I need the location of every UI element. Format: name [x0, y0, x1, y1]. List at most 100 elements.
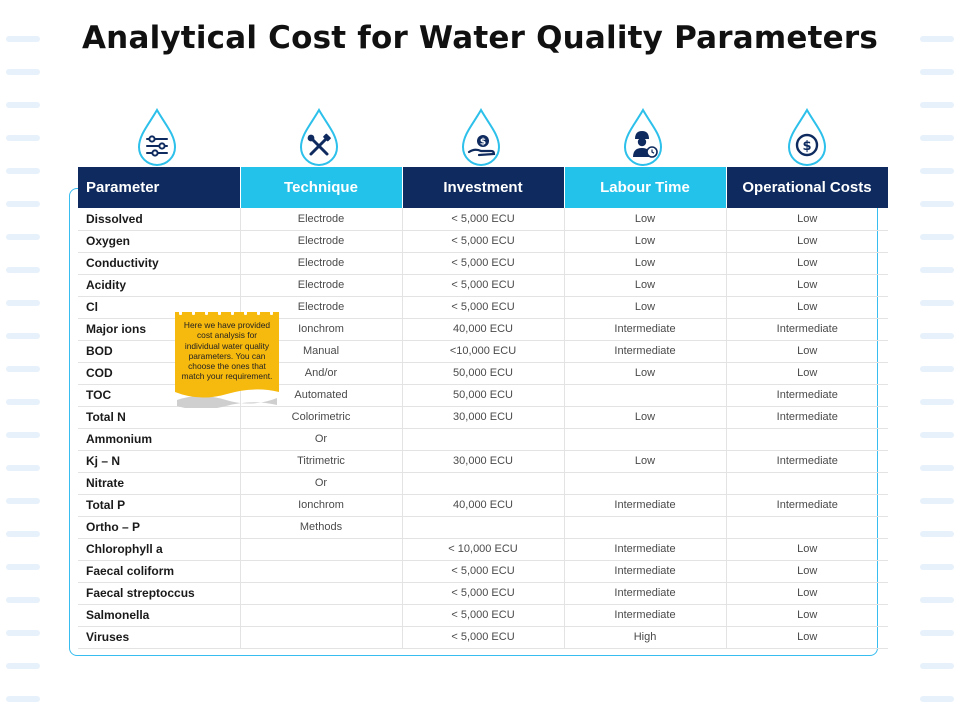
edge-dash: [920, 234, 954, 240]
money-hand-icon: $: [461, 108, 501, 166]
cell-parameter: Oxygen: [78, 230, 241, 253]
cell-investment: < 5,000 ECU: [402, 626, 565, 649]
cell-labour-time: [564, 516, 727, 539]
table-row: Kj – N Titrimetric 30,000 ECU Low Intermedia…: [78, 450, 888, 473]
table-body: Dissolved Electrode < 5,000 ECU Low Low Oxyge…: [78, 208, 888, 649]
cell-technique: Titrimetric: [240, 450, 403, 473]
cell-operational-costs: Intermediate: [726, 384, 888, 407]
edge-dash: [6, 267, 40, 273]
edge-dash: [6, 399, 40, 405]
table-row: Oxygen Electrode < 5,000 ECU Low Low: [78, 230, 888, 253]
dollar-coin-icon: $: [787, 108, 827, 166]
cell-operational-costs: Low: [726, 582, 888, 605]
cell-parameter: Faecal streptoccus: [78, 582, 241, 605]
table-row: Conductivity Electrode < 5,000 ECU Low Low: [78, 252, 888, 275]
cell-parameter: Conductivity: [78, 252, 241, 275]
cell-labour-time: Low: [564, 450, 727, 473]
edge-dash: [6, 498, 40, 504]
cell-labour-time: Intermediate: [564, 560, 727, 583]
cell-labour-time: Intermediate: [564, 494, 727, 517]
note-line: choose the ones that: [188, 361, 266, 372]
cell-labour-time: Low: [564, 208, 727, 231]
worker-clock-icon: [623, 108, 663, 166]
cell-parameter: Faecal coliform: [78, 560, 241, 583]
cell-parameter: Ortho – P: [78, 516, 241, 539]
cell-operational-costs: Low: [726, 340, 888, 363]
edge-dash: [6, 531, 40, 537]
table-row: Dissolved Electrode < 5,000 ECU Low Low: [78, 208, 888, 231]
cell-investment: < 5,000 ECU: [402, 208, 565, 231]
page-title: Analytical Cost for Water Quality Parame…: [81, 20, 878, 56]
cell-technique: Manual: [240, 340, 403, 363]
table-row: Chlorophyll a < 10,000 ECU Intermediate Low: [78, 538, 888, 561]
edge-dash: [6, 69, 40, 75]
tools-icon: [299, 108, 339, 166]
sticky-note-text: Here we have provided cost analysis for …: [176, 320, 278, 382]
left-edge-decoration: [0, 0, 46, 720]
cell-investment: <10,000 ECU: [402, 340, 565, 363]
cell-parameter: Chlorophyll a: [78, 538, 241, 561]
edge-dash: [920, 564, 954, 570]
edge-dash: [920, 300, 954, 306]
edge-dash: [6, 696, 40, 702]
cell-operational-costs: Low: [726, 296, 888, 319]
cell-labour-time: Intermediate: [564, 538, 727, 561]
cell-investment: 30,000 ECU: [402, 406, 565, 429]
cell-parameter: Dissolved: [78, 208, 241, 231]
cell-operational-costs: Low: [726, 538, 888, 561]
cell-investment: < 5,000 ECU: [402, 560, 565, 583]
cell-labour-time: Low: [564, 406, 727, 429]
edge-dash: [920, 135, 954, 141]
cell-parameter: Total N: [78, 406, 241, 429]
cell-technique: Or: [240, 472, 403, 495]
edge-dash: [920, 696, 954, 702]
cell-investment: < 5,000 ECU: [402, 252, 565, 275]
cell-operational-costs: Low: [726, 362, 888, 385]
cell-labour-time: [564, 428, 727, 451]
right-edge-decoration: [914, 0, 960, 720]
edge-dash: [920, 168, 954, 174]
sticky-note: Here we have provided cost analysis for …: [174, 308, 280, 408]
table-row: Nitrate Or: [78, 472, 888, 495]
cell-investment: 50,000 ECU: [402, 384, 565, 407]
note-line: match your requirement.: [181, 371, 273, 382]
cell-investment: < 5,000 ECU: [402, 296, 565, 319]
cell-labour-time: Low: [564, 230, 727, 253]
edge-dash: [920, 69, 954, 75]
cell-investment: 50,000 ECU: [402, 362, 565, 385]
header-operational-costs: Operational Costs: [726, 167, 889, 208]
cell-operational-costs: Low: [726, 626, 888, 649]
note-line: individual water quality: [184, 340, 270, 351]
cell-labour-time: [564, 384, 727, 407]
edge-dash: [920, 267, 954, 273]
edge-dash: [6, 300, 40, 306]
table-row: Total N Colorimetric 30,000 ECU Low Intermed…: [78, 406, 888, 429]
cell-operational-costs: Low: [726, 560, 888, 583]
svg-text:$: $: [802, 139, 811, 154]
edge-dash: [920, 333, 954, 339]
cell-technique: [240, 582, 403, 605]
edge-dash: [6, 168, 40, 174]
cell-technique: Electrode: [240, 230, 403, 253]
cell-labour-time: Intermediate: [564, 340, 727, 363]
edge-dash: [6, 234, 40, 240]
cell-operational-costs: Intermediate: [726, 450, 888, 473]
cell-labour-time: Intermediate: [564, 582, 727, 605]
edge-dash: [920, 36, 954, 42]
cell-investment: < 5,000 ECU: [402, 604, 565, 627]
note-line: parameters. You can: [188, 350, 266, 361]
table-row: Faecal streptoccus < 5,000 ECU Intermediat…: [78, 582, 888, 605]
edge-dash: [6, 135, 40, 141]
cell-investment: [402, 472, 565, 495]
cell-technique: Ionchrom: [240, 494, 403, 517]
cell-technique: And/or: [240, 362, 403, 385]
sticky-note-paper-icon: [175, 308, 279, 408]
cost-table: Parameter Technique Investment Labour Ti…: [78, 167, 889, 649]
cell-investment: 40,000 ECU: [402, 494, 565, 517]
cell-labour-time: Low: [564, 362, 727, 385]
edge-dash: [6, 663, 40, 669]
cell-labour-time: [564, 472, 727, 495]
note-line: cost analysis for: [196, 330, 258, 341]
cell-investment: 40,000 ECU: [402, 318, 565, 341]
cell-parameter: Acidity: [78, 274, 241, 297]
